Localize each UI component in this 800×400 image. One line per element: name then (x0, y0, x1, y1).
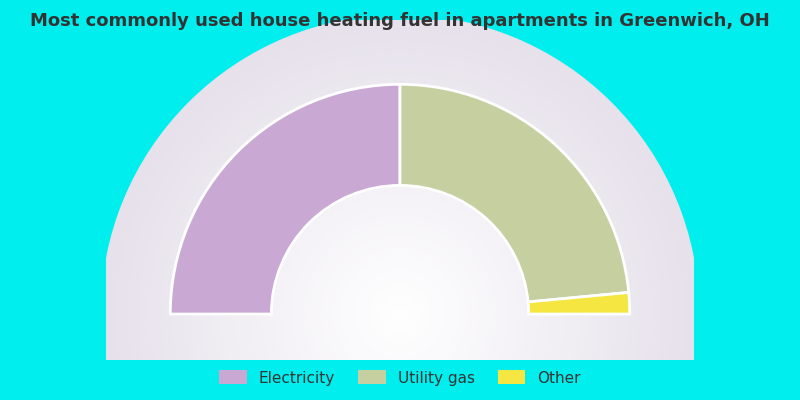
Text: Most commonly used house heating fuel in apartments in Greenwich, OH: Most commonly used house heating fuel in… (30, 12, 770, 30)
Circle shape (247, 161, 553, 400)
Circle shape (385, 299, 415, 329)
Circle shape (355, 269, 445, 359)
Circle shape (228, 142, 572, 400)
Circle shape (273, 187, 527, 400)
Circle shape (172, 86, 628, 400)
Circle shape (127, 42, 673, 400)
Circle shape (161, 75, 639, 400)
Circle shape (306, 221, 494, 400)
Circle shape (295, 210, 505, 400)
Circle shape (131, 45, 669, 400)
Circle shape (120, 34, 680, 400)
Circle shape (351, 266, 449, 362)
Circle shape (314, 228, 486, 400)
Circle shape (270, 183, 530, 400)
Circle shape (165, 79, 635, 400)
Circle shape (187, 101, 613, 400)
Circle shape (396, 310, 404, 318)
Circle shape (232, 146, 568, 400)
Circle shape (340, 254, 460, 374)
Circle shape (322, 236, 478, 392)
Circle shape (102, 16, 698, 400)
Circle shape (329, 243, 471, 385)
Circle shape (250, 165, 550, 400)
Circle shape (146, 60, 654, 400)
Circle shape (239, 154, 561, 400)
Circle shape (194, 109, 606, 400)
Circle shape (370, 284, 430, 344)
Circle shape (210, 124, 590, 400)
Circle shape (214, 127, 586, 400)
Circle shape (225, 138, 575, 400)
Circle shape (299, 213, 501, 400)
Wedge shape (170, 84, 400, 314)
Circle shape (366, 280, 434, 348)
Circle shape (348, 262, 452, 366)
Circle shape (359, 273, 441, 355)
Circle shape (109, 23, 691, 400)
Circle shape (382, 295, 418, 333)
Circle shape (337, 250, 463, 378)
Circle shape (281, 194, 519, 400)
Circle shape (258, 172, 542, 400)
Circle shape (191, 105, 609, 400)
Circle shape (217, 131, 583, 400)
Circle shape (150, 64, 650, 400)
Circle shape (169, 83, 631, 400)
Circle shape (243, 157, 557, 400)
Circle shape (183, 98, 617, 400)
Circle shape (284, 198, 516, 400)
Circle shape (303, 217, 497, 400)
Circle shape (221, 135, 579, 400)
Circle shape (292, 206, 508, 400)
Circle shape (277, 191, 523, 400)
Circle shape (138, 53, 662, 400)
Circle shape (180, 94, 620, 400)
Wedge shape (400, 84, 629, 302)
Circle shape (344, 258, 456, 370)
Circle shape (266, 180, 534, 400)
Circle shape (288, 202, 512, 400)
Legend: Electricity, Utility gas, Other: Electricity, Utility gas, Other (211, 363, 589, 393)
Circle shape (374, 288, 426, 340)
Circle shape (142, 56, 658, 400)
Circle shape (206, 120, 594, 400)
Circle shape (198, 112, 602, 400)
Circle shape (378, 292, 422, 336)
Circle shape (393, 306, 407, 322)
Circle shape (254, 168, 546, 400)
Circle shape (113, 27, 687, 400)
Circle shape (318, 232, 482, 396)
Circle shape (389, 303, 411, 325)
Wedge shape (528, 292, 630, 314)
Circle shape (124, 38, 676, 400)
Circle shape (135, 49, 665, 400)
Circle shape (326, 239, 474, 389)
Circle shape (176, 90, 624, 400)
Circle shape (116, 30, 684, 400)
Circle shape (310, 224, 490, 400)
Circle shape (362, 277, 438, 351)
Circle shape (262, 176, 538, 400)
Circle shape (105, 19, 695, 400)
Circle shape (154, 68, 646, 400)
Circle shape (202, 116, 598, 400)
Circle shape (158, 72, 642, 400)
Circle shape (236, 150, 564, 400)
Circle shape (333, 247, 467, 381)
